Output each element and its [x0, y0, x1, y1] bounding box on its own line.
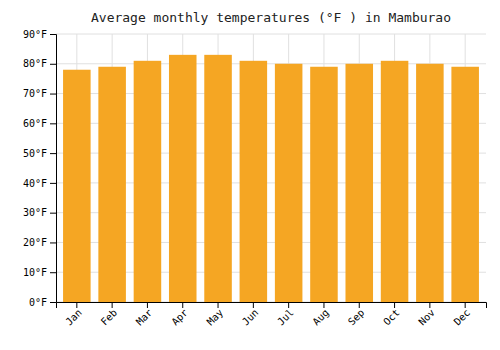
grid-line	[56, 34, 486, 35]
tick-mark	[50, 34, 56, 35]
tick-mark	[359, 302, 360, 308]
tick-label: 70°F	[23, 88, 47, 99]
tick: Jul	[275, 302, 296, 328]
tick: Oct	[381, 302, 402, 328]
bar	[134, 61, 162, 302]
tick-mark	[50, 123, 56, 124]
axis-line	[50, 35, 57, 303]
tick-label: Jan	[63, 307, 84, 328]
tick: 60°F	[23, 118, 56, 129]
tick-label: 10°F	[23, 267, 47, 278]
tick: 20°F	[23, 237, 56, 248]
tick: 0°F	[29, 297, 56, 308]
bar	[169, 55, 197, 302]
tick: Aug	[310, 302, 331, 328]
tick: 70°F	[23, 88, 56, 99]
bar	[381, 61, 409, 302]
x-axis: Jan Feb Mar Apr May Jun Jul Aug Sep Oct Nov Dec	[57, 302, 487, 328]
tick-label: Nov	[416, 307, 437, 328]
tick: 50°F	[23, 148, 56, 159]
tick-mark	[465, 302, 466, 308]
tick-label: Apr	[169, 307, 190, 328]
tick-label: Jun	[240, 307, 261, 328]
tick-label: May	[205, 307, 226, 328]
tick: Apr	[169, 302, 190, 328]
tick-label: Sep	[346, 307, 367, 328]
tick: 10°F	[23, 267, 56, 278]
tick-mark	[147, 302, 148, 308]
tick-label: 20°F	[23, 237, 47, 248]
tick-label: 80°F	[23, 58, 47, 69]
grid	[56, 34, 486, 302]
tick-mark	[50, 64, 56, 65]
chart: Jan Feb Mar Apr May Jun Jul Aug Sep Oct Nov Dec 0°F 1…	[0, 0, 500, 350]
tick-label: 50°F	[23, 148, 47, 159]
bar	[63, 70, 91, 302]
y-axis: 0°F 10°F 20°F 30°F 40°F 50°F 60°F 70°F 80°F 90°F	[23, 29, 57, 308]
tick-mark	[50, 242, 56, 243]
tick-label: Jul	[275, 307, 296, 328]
tick-mark	[50, 302, 56, 303]
axis-line	[57, 303, 487, 309]
bar	[310, 67, 338, 302]
tick-mark	[112, 302, 113, 308]
tick-label: 0°F	[29, 297, 47, 308]
tick-mark	[50, 272, 56, 273]
tick-mark	[429, 302, 430, 308]
tick: Jun	[240, 302, 261, 328]
tick-label: Aug	[310, 307, 331, 328]
tick-label: Dec	[452, 307, 473, 328]
bar	[204, 55, 232, 302]
tick-mark	[50, 94, 56, 95]
bar	[451, 67, 479, 302]
tick-mark	[182, 302, 183, 308]
tick-label: 60°F	[23, 118, 47, 129]
tick-mark	[394, 302, 395, 308]
tick: Sep	[346, 302, 367, 328]
tick-label: 40°F	[23, 178, 47, 189]
tick: May	[205, 302, 226, 328]
tick-mark	[218, 302, 219, 308]
tick-mark	[50, 183, 56, 184]
bar	[240, 61, 268, 302]
bar	[345, 64, 373, 302]
bar	[98, 67, 126, 302]
tick-label: Oct	[381, 307, 402, 328]
tick: 40°F	[23, 178, 56, 189]
tick-mark	[76, 302, 77, 308]
tick-label: 90°F	[23, 29, 47, 40]
tick-mark	[50, 213, 56, 214]
tick: Mar	[134, 302, 155, 328]
bar	[416, 64, 444, 302]
tick: Dec	[452, 302, 473, 328]
bar	[275, 64, 303, 302]
tick-label: Feb	[99, 307, 120, 328]
tick: 80°F	[23, 58, 56, 69]
tick: 90°F	[23, 29, 56, 40]
tick-mark	[288, 302, 289, 308]
tick: Nov	[416, 302, 437, 328]
plot-area	[63, 55, 479, 302]
tick-label: Mar	[134, 307, 155, 328]
tick-mark	[50, 153, 56, 154]
title: Average monthly temperatures (°F ) in Ma…	[91, 10, 451, 25]
tick-label: 30°F	[23, 207, 47, 218]
tick: Feb	[99, 302, 120, 328]
tick-mark	[253, 302, 254, 308]
tick: 30°F	[23, 207, 56, 218]
tick: Jan	[63, 302, 84, 328]
tick-mark	[323, 302, 324, 308]
